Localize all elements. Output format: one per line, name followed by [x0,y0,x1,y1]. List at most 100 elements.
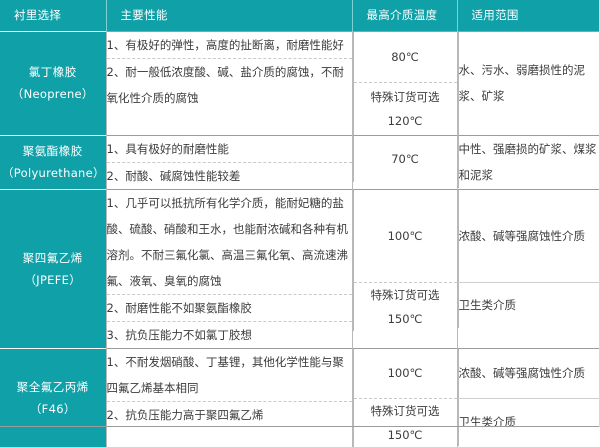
temperature-cell: 70℃ [352,135,457,189]
temperature-value: 100℃ [353,349,457,399]
table-row: 氯丁橡胶 （Neoprene） 1、有极好的弹性，高度的扯断离，耐磨性能好 2、… [0,31,600,135]
performance-text: 2、耐一般低浓度酸、碱、盐介质的腐蚀，不耐氧化性介质的腐蚀 [107,58,352,111]
material-name-cn: 聚四氟乙烯 [2,247,104,269]
table-header: 衬里选择 主要性能 最高介质温度 适用范围 [0,0,600,31]
material-cell: 聚全氟乙丙烯 （F46） [0,348,106,447]
temperature-value: 特殊订货可选 150℃ [353,399,457,447]
performance-text: 2、耐磨性能不如聚氨酯橡胶 [107,294,352,321]
list-item: 3、抗负压能力不如氯丁胶想 [107,321,352,348]
performance-text: 2、抗负压能力高于聚四氟乙烯 [107,401,352,428]
temperature-list: 100℃ 特殊订货可选 150℃ [353,349,457,447]
list-item: 2、耐酸、碱腐蚀性能较差 [107,162,352,189]
table-row: 聚氨酯橡胶 （Polyurethane） 1、具有极好的耐磨性能 2、耐酸、碱腐… [0,135,600,189]
temperature-line: 70℃ [354,147,457,171]
list-item: 1、具有极好的耐磨性能 [107,136,352,163]
performance-cell: 1、几乎可以抵抗所有化学介质，能耐妃糖的盐酸、硫酸、硝酸和王水，也能耐浓碱和各种… [106,189,352,348]
performance-list: 1、具有极好的耐磨性能 2、耐酸、碱腐蚀性能较差 [107,136,352,189]
scope-text: 水、污水、弱磨损性的泥浆、矿浆 [458,32,600,135]
scope-cell: 水、污水、弱磨损性的泥浆、矿浆 [457,31,600,135]
scope-cell: 中性、强磨损的矿浆、煤浆和泥浆 [457,135,600,189]
performance-cell: 1、不耐发烟硝酸、丁基锂，其他化学性能与聚四氟乙烯基本相同 2、抗负压能力高于聚… [106,348,352,447]
temperature-line: 100℃ [354,224,457,248]
material-cell: 氯丁橡胶 （Neoprene） [0,31,106,135]
list-item: 1、几乎可以抵抗所有化学介质，能耐妃糖的盐酸、硫酸、硝酸和王水，也能耐浓碱和各种… [107,190,352,295]
lining-selection-table-container: 衬里选择 主要性能 最高介质温度 适用范围 氯丁橡胶 （Neoprene） 1、… [0,0,600,427]
list-item: 卫生类介质 [458,283,600,328]
temperature-value: 100℃ [353,190,457,283]
material-name-cn: 聚氨酯橡胶 [2,140,104,162]
scope-cell: 浓酸、碱等强腐蚀性介质 卫生类介质 [457,348,600,447]
list-item: 水、污水、弱磨损性的泥浆、矿浆 [458,32,600,135]
performance-text: 2、耐酸、碱腐蚀性能较差 [107,162,352,189]
list-item: 2、耐一般低浓度酸、碱、盐介质的腐蚀，不耐氧化性介质的腐蚀 [107,58,352,111]
scope-list: 浓酸、碱等强腐蚀性介质 卫生类介质 [458,349,600,446]
temperature-value: 80℃ [353,32,457,83]
material-name-cn: 聚全氟乙丙烯 [2,376,104,398]
temperature-list: 100℃ 特殊订货可选 150℃ [353,190,457,332]
temperature-value: 70℃ [353,136,457,182]
material-name-en: （Polyurethane） [2,162,104,184]
performance-list: 1、几乎可以抵抗所有化学介质，能耐妃糖的盐酸、硫酸、硝酸和王水，也能耐浓碱和各种… [107,190,352,348]
temperature-cell: 100℃ 特殊订货可选 150℃ [352,348,457,447]
performance-cell: 1、有极好的弹性，高度的扯断离，耐磨性能好 2、耐一般低浓度酸、碱、盐介质的腐蚀… [106,31,352,135]
list-item: 100℃ [353,190,457,283]
material-cell: 聚氨酯橡胶 （Polyurethane） [0,135,106,189]
list-item: 中性、强磨损的矿浆、煤浆和泥浆 [458,136,600,188]
list-item: 卫生类介质 [458,399,600,446]
table-row: 聚全氟乙丙烯 （F46） 1、不耐发烟硝酸、丁基锂，其他化学性能与聚四氟乙烯基本… [0,348,600,447]
temperature-cell: 100℃ 特殊订货可选 150℃ [352,189,457,348]
temperature-line: 特殊订货可选 [354,399,457,423]
temperature-list: 80℃ 特殊订货可选 120℃ [353,32,457,135]
list-item: 70℃ [353,136,457,182]
list-item: 特殊订货可选 150℃ [353,283,457,332]
list-item: 80℃ [353,32,457,83]
list-item: 1、不耐发烟硝酸、丁基锂，其他化学性能与聚四氟乙烯基本相同 [107,349,352,402]
column-header-performance: 主要性能 [106,0,352,31]
performance-text: 3、抗负压能力不如氯丁胶想 [107,321,352,348]
scope-text: 浓酸、碱等强腐蚀性介质 [458,349,600,399]
temperature-value: 特殊订货可选 150℃ [353,283,457,332]
material-name-en: （F46） [2,398,104,420]
list-item: 100℃ [353,349,457,399]
scope-text: 浓酸、碱等强腐蚀性介质 [458,190,600,283]
column-header-application-scope: 适用范围 [457,0,600,31]
table-row: 聚四氟乙烯 （JPEFE） 1、几乎可以抵抗所有化学介质，能耐妃糖的盐酸、硫酸、… [0,189,600,348]
temperature-line: 150℃ [354,307,457,331]
list-item: 特殊订货可选 120℃ [353,83,457,135]
list-item: 2、抗负压能力高于聚四氟乙烯 [107,401,352,428]
performance-text: 1、几乎可以抵抗所有化学介质，能耐妃糖的盐酸、硫酸、硝酸和王水，也能耐浓碱和各种… [107,190,352,295]
temperature-line: 120℃ [354,109,457,133]
temperature-line: 100℃ [354,361,457,385]
scope-list: 水、污水、弱磨损性的泥浆、矿浆 [458,32,600,135]
table-header-row: 衬里选择 主要性能 最高介质温度 适用范围 [0,0,600,31]
performance-text: 1、具有极好的耐磨性能 [107,136,352,163]
list-item: 1、有极好的弹性，高度的扯断离，耐磨性能好 [107,32,352,59]
temperature-value: 特殊订货可选 120℃ [353,83,457,135]
temperature-line: 特殊订货可选 [354,283,457,307]
performance-cell: 1、具有极好的耐磨性能 2、耐酸、碱腐蚀性能较差 [106,135,352,189]
temperature-cell: 80℃ 特殊订货可选 120℃ [352,31,457,135]
scope-list: 浓酸、碱等强腐蚀性介质 卫生类介质 [458,190,600,328]
temperature-line: 80℃ [354,45,457,69]
table-body: 氯丁橡胶 （Neoprene） 1、有极好的弹性，高度的扯断离，耐磨性能好 2、… [0,31,600,447]
temperature-list: 70℃ [353,136,457,182]
list-item: 浓酸、碱等强腐蚀性介质 [458,349,600,399]
list-item: 2、耐磨性能不如聚氨酯橡胶 [107,294,352,321]
material-name-en: （JPEFE） [2,269,104,291]
material-cell: 聚四氟乙烯 （JPEFE） [0,189,106,348]
performance-list: 1、有极好的弹性，高度的扯断离，耐磨性能好 2、耐一般低浓度酸、碱、盐介质的腐蚀… [107,32,352,111]
performance-text: 1、有极好的弹性，高度的扯断离，耐磨性能好 [107,32,352,59]
list-item: 浓酸、碱等强腐蚀性介质 [458,190,600,283]
column-header-max-temperature: 最高介质温度 [352,0,457,31]
performance-text: 1、不耐发烟硝酸、丁基锂，其他化学性能与聚四氟乙烯基本相同 [107,349,352,402]
performance-list: 1、不耐发烟硝酸、丁基锂，其他化学性能与聚四氟乙烯基本相同 2、抗负压能力高于聚… [107,349,352,428]
scope-cell: 浓酸、碱等强腐蚀性介质 卫生类介质 [457,189,600,348]
column-header-material: 衬里选择 [0,0,106,31]
material-name-en: （Neoprene） [2,83,104,105]
scope-text: 卫生类介质 [458,399,600,446]
scope-list: 中性、强磨损的矿浆、煤浆和泥浆 [458,136,600,188]
temperature-line: 特殊订货可选 [354,85,457,109]
material-name-cn: 氯丁橡胶 [2,61,104,83]
list-item: 特殊订货可选 150℃ [353,399,457,447]
